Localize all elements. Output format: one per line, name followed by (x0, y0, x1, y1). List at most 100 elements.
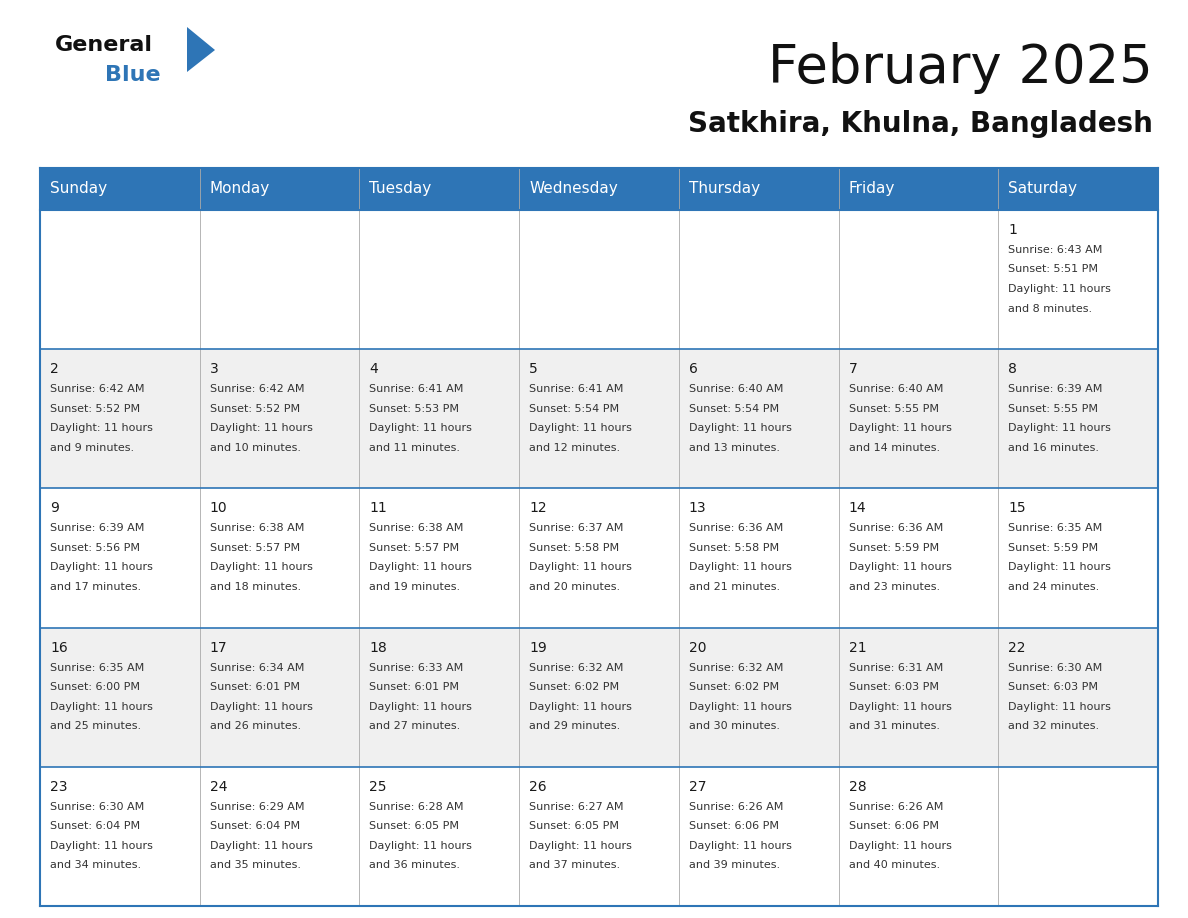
Text: and 37 minutes.: and 37 minutes. (529, 860, 620, 870)
Text: Sunrise: 6:43 AM: Sunrise: 6:43 AM (1009, 245, 1102, 255)
Text: and 13 minutes.: and 13 minutes. (689, 442, 779, 453)
Text: and 35 minutes.: and 35 minutes. (210, 860, 301, 870)
Bar (678, 767, 839, 906)
Text: 22: 22 (1009, 641, 1025, 655)
Text: Sunrise: 6:35 AM: Sunrise: 6:35 AM (50, 663, 144, 673)
Bar (519, 767, 678, 906)
Text: Satkhira, Khulna, Bangladesh: Satkhira, Khulna, Bangladesh (688, 110, 1154, 138)
Text: 18: 18 (369, 641, 387, 655)
Text: and 21 minutes.: and 21 minutes. (689, 582, 781, 592)
Text: Sunrise: 6:35 AM: Sunrise: 6:35 AM (1009, 523, 1102, 533)
Bar (519, 349, 678, 488)
Text: and 10 minutes.: and 10 minutes. (210, 442, 301, 453)
Text: and 34 minutes.: and 34 minutes. (50, 860, 141, 870)
Text: Daylight: 11 hours: Daylight: 11 hours (210, 423, 312, 433)
Text: and 12 minutes.: and 12 minutes. (529, 442, 620, 453)
Text: 1: 1 (1009, 223, 1017, 237)
Text: Daylight: 11 hours: Daylight: 11 hours (369, 841, 473, 851)
Text: and 18 minutes.: and 18 minutes. (210, 582, 301, 592)
Text: 15: 15 (1009, 501, 1026, 515)
Text: and 39 minutes.: and 39 minutes. (689, 860, 781, 870)
Bar (998, 349, 1158, 488)
Bar (678, 168, 839, 210)
Text: 28: 28 (848, 779, 866, 794)
Text: 14: 14 (848, 501, 866, 515)
Text: Sunday: Sunday (50, 182, 107, 196)
Bar (998, 767, 1158, 906)
Text: Daylight: 11 hours: Daylight: 11 hours (369, 423, 473, 433)
Text: 9: 9 (50, 501, 59, 515)
Text: Daylight: 11 hours: Daylight: 11 hours (50, 423, 153, 433)
Text: Daylight: 11 hours: Daylight: 11 hours (1009, 423, 1111, 433)
Bar (839, 349, 998, 488)
Text: 8: 8 (1009, 363, 1017, 376)
Text: Sunset: 5:52 PM: Sunset: 5:52 PM (50, 404, 140, 414)
Text: Sunset: 5:58 PM: Sunset: 5:58 PM (689, 543, 779, 553)
Bar (40, 767, 200, 906)
Text: Friday: Friday (848, 182, 895, 196)
Text: Sunrise: 6:38 AM: Sunrise: 6:38 AM (369, 523, 463, 533)
Bar (998, 628, 1158, 767)
Bar (998, 210, 1158, 349)
Bar (200, 488, 360, 628)
Text: 5: 5 (529, 363, 538, 376)
Bar (200, 767, 360, 906)
Text: Blue: Blue (105, 65, 160, 85)
Text: Sunrise: 6:27 AM: Sunrise: 6:27 AM (529, 801, 624, 812)
Polygon shape (187, 27, 215, 72)
Text: Sunrise: 6:39 AM: Sunrise: 6:39 AM (50, 523, 145, 533)
Text: 3: 3 (210, 363, 219, 376)
Text: Sunrise: 6:28 AM: Sunrise: 6:28 AM (369, 801, 465, 812)
Text: Daylight: 11 hours: Daylight: 11 hours (1009, 284, 1111, 294)
Text: Sunset: 5:52 PM: Sunset: 5:52 PM (210, 404, 299, 414)
Text: Sunrise: 6:30 AM: Sunrise: 6:30 AM (50, 801, 144, 812)
Bar (678, 210, 839, 349)
Text: Sunset: 6:06 PM: Sunset: 6:06 PM (848, 822, 939, 832)
Text: Sunrise: 6:31 AM: Sunrise: 6:31 AM (848, 663, 943, 673)
Text: and 17 minutes.: and 17 minutes. (50, 582, 141, 592)
Text: General: General (55, 35, 153, 55)
Text: and 14 minutes.: and 14 minutes. (848, 442, 940, 453)
Text: and 30 minutes.: and 30 minutes. (689, 722, 779, 731)
Text: 7: 7 (848, 363, 858, 376)
Text: Sunset: 6:02 PM: Sunset: 6:02 PM (529, 682, 619, 692)
Text: Sunrise: 6:36 AM: Sunrise: 6:36 AM (848, 523, 943, 533)
Text: Daylight: 11 hours: Daylight: 11 hours (369, 701, 473, 711)
Text: and 40 minutes.: and 40 minutes. (848, 860, 940, 870)
Bar (360, 767, 519, 906)
Text: Sunset: 5:56 PM: Sunset: 5:56 PM (50, 543, 140, 553)
Text: Sunset: 6:02 PM: Sunset: 6:02 PM (689, 682, 779, 692)
Bar (360, 168, 519, 210)
Text: Sunrise: 6:40 AM: Sunrise: 6:40 AM (848, 385, 943, 394)
Text: Daylight: 11 hours: Daylight: 11 hours (689, 841, 791, 851)
Text: Daylight: 11 hours: Daylight: 11 hours (369, 563, 473, 573)
Text: Sunset: 5:55 PM: Sunset: 5:55 PM (848, 404, 939, 414)
Bar (678, 349, 839, 488)
Bar (519, 210, 678, 349)
Text: 21: 21 (848, 641, 866, 655)
Text: and 8 minutes.: and 8 minutes. (1009, 304, 1093, 314)
Text: Daylight: 11 hours: Daylight: 11 hours (1009, 563, 1111, 573)
Text: 2: 2 (50, 363, 58, 376)
Bar (360, 488, 519, 628)
Bar (40, 168, 200, 210)
Text: Sunset: 6:04 PM: Sunset: 6:04 PM (210, 822, 299, 832)
Text: Sunrise: 6:42 AM: Sunrise: 6:42 AM (50, 385, 145, 394)
Text: Daylight: 11 hours: Daylight: 11 hours (529, 423, 632, 433)
Bar (360, 210, 519, 349)
Bar (519, 168, 678, 210)
Text: Daylight: 11 hours: Daylight: 11 hours (848, 563, 952, 573)
Bar (360, 628, 519, 767)
Text: Sunrise: 6:38 AM: Sunrise: 6:38 AM (210, 523, 304, 533)
Text: Sunrise: 6:41 AM: Sunrise: 6:41 AM (369, 385, 463, 394)
Text: 6: 6 (689, 363, 697, 376)
Text: Sunrise: 6:39 AM: Sunrise: 6:39 AM (1009, 385, 1102, 394)
Text: Sunset: 6:05 PM: Sunset: 6:05 PM (529, 822, 619, 832)
Text: 24: 24 (210, 779, 227, 794)
Text: Sunrise: 6:29 AM: Sunrise: 6:29 AM (210, 801, 304, 812)
Text: Sunrise: 6:32 AM: Sunrise: 6:32 AM (689, 663, 783, 673)
Text: Sunset: 5:58 PM: Sunset: 5:58 PM (529, 543, 619, 553)
Text: Daylight: 11 hours: Daylight: 11 hours (50, 841, 153, 851)
Text: Sunset: 6:06 PM: Sunset: 6:06 PM (689, 822, 779, 832)
Text: 11: 11 (369, 501, 387, 515)
